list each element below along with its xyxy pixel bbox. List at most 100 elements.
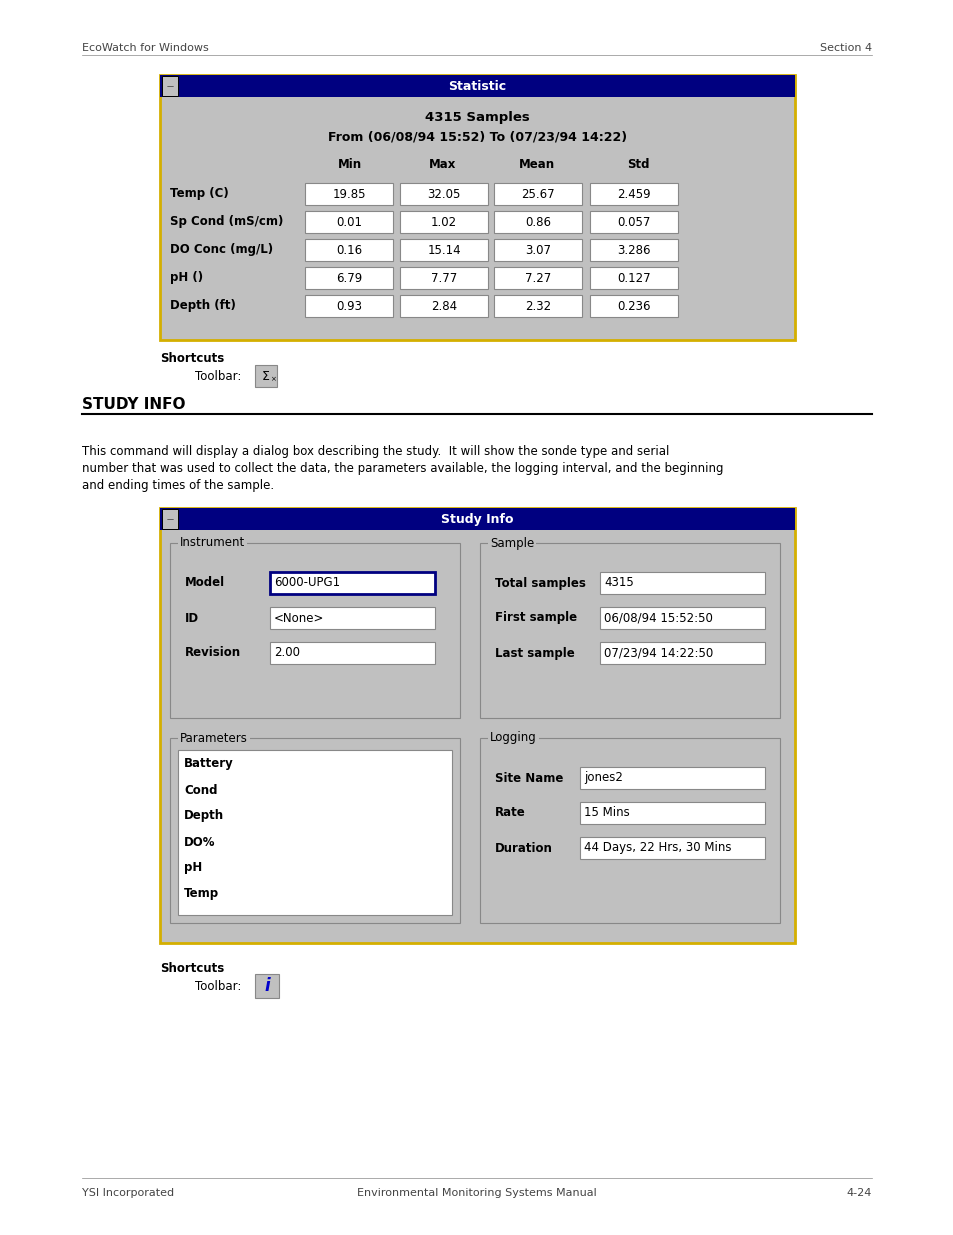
Bar [494, 240, 581, 261]
Text: 06/08/94 15:52:50: 06/08/94 15:52:50 [603, 611, 712, 625]
Bar [160, 508, 794, 944]
Text: 15 Mins: 15 Mins [583, 806, 629, 820]
Text: Logging: Logging [490, 731, 537, 745]
Text: 4315 Samples: 4315 Samples [425, 110, 529, 124]
Bar [599, 642, 764, 664]
Text: Σ: Σ [262, 369, 270, 383]
Text: 44 Days, 22 Hrs, 30 Mins: 44 Days, 22 Hrs, 30 Mins [583, 841, 731, 855]
Bar [160, 75, 794, 98]
Text: pH: pH [184, 862, 202, 874]
Text: Min: Min [337, 158, 362, 172]
Text: 3.07: 3.07 [524, 243, 551, 257]
Text: 0.16: 0.16 [335, 243, 362, 257]
Text: 2.459: 2.459 [617, 188, 650, 200]
Text: Instrument: Instrument [180, 536, 245, 550]
Bar [399, 183, 488, 205]
Text: Depth (ft): Depth (ft) [170, 300, 235, 312]
Text: pH (): pH () [170, 272, 203, 284]
Text: Study Info: Study Info [441, 513, 514, 526]
Text: From (06/08/94 15:52) To (07/23/94 14:22): From (06/08/94 15:52) To (07/23/94 14:22… [328, 131, 626, 143]
Bar [162, 77, 178, 96]
Text: Shortcuts: Shortcuts [160, 352, 224, 364]
Text: Mean: Mean [518, 158, 555, 172]
Bar [589, 240, 678, 261]
Bar [160, 508, 794, 530]
Bar [305, 295, 393, 317]
Bar [494, 183, 581, 205]
Text: Shortcuts: Shortcuts [160, 962, 224, 974]
Text: jones2: jones2 [583, 772, 622, 784]
Text: This command will display a dialog box describing the study.  It will show the s: This command will display a dialog box d… [82, 445, 669, 458]
Bar [579, 802, 764, 824]
Text: Sample: Sample [490, 536, 534, 550]
Bar [589, 267, 678, 289]
Text: Temp: Temp [184, 888, 219, 900]
Text: STUDY INFO: STUDY INFO [82, 396, 185, 412]
Bar [170, 543, 459, 718]
Text: number that was used to collect the data, the parameters available, the logging : number that was used to collect the data… [82, 462, 722, 475]
Bar [589, 211, 678, 233]
Text: 2.84: 2.84 [431, 300, 456, 312]
Bar [399, 295, 488, 317]
Bar [589, 183, 678, 205]
Bar [305, 267, 393, 289]
Text: ID: ID [185, 611, 199, 625]
Text: First sample: First sample [495, 611, 577, 625]
Text: 4315: 4315 [603, 577, 633, 589]
Text: DO%: DO% [184, 836, 215, 848]
Text: 07/23/94 14:22:50: 07/23/94 14:22:50 [603, 646, 713, 659]
Text: Toolbar:: Toolbar: [194, 979, 241, 993]
Text: Depth: Depth [184, 809, 224, 823]
Bar [599, 606, 764, 629]
Text: and ending times of the sample.: and ending times of the sample. [82, 479, 274, 492]
Bar [270, 606, 435, 629]
Text: YSI Incorporated: YSI Incorporated [82, 1188, 174, 1198]
Text: 6000-UPG1: 6000-UPG1 [274, 577, 340, 589]
Bar [399, 240, 488, 261]
Text: <None>: <None> [274, 611, 324, 625]
Text: 2.32: 2.32 [524, 300, 551, 312]
Text: Sp Cond (mS/cm): Sp Cond (mS/cm) [170, 215, 283, 228]
Bar [270, 642, 435, 664]
Text: 32.05: 32.05 [427, 188, 460, 200]
Bar [399, 267, 488, 289]
Bar [399, 211, 488, 233]
Bar [305, 211, 393, 233]
Bar [494, 295, 581, 317]
Text: 4-24: 4-24 [845, 1188, 871, 1198]
Bar [579, 837, 764, 860]
Text: Toolbar:: Toolbar: [194, 369, 241, 383]
Text: Total samples: Total samples [495, 577, 585, 589]
Text: 2.00: 2.00 [274, 646, 299, 659]
Text: Environmental Monitoring Systems Manual: Environmental Monitoring Systems Manual [356, 1188, 597, 1198]
Text: —: — [167, 83, 173, 89]
Text: 0.127: 0.127 [617, 272, 650, 284]
Text: 1.02: 1.02 [431, 215, 456, 228]
Text: 0.01: 0.01 [335, 215, 361, 228]
Bar [494, 211, 581, 233]
Text: 19.85: 19.85 [332, 188, 365, 200]
Text: 0.93: 0.93 [335, 300, 361, 312]
Text: EcoWatch for Windows: EcoWatch for Windows [82, 43, 209, 53]
Text: Statistic: Statistic [448, 79, 506, 93]
Bar [479, 543, 780, 718]
Bar [254, 366, 276, 387]
Text: 7.27: 7.27 [524, 272, 551, 284]
Bar [579, 767, 764, 789]
Bar [479, 739, 780, 923]
Text: Duration: Duration [495, 841, 553, 855]
Text: Temp (C): Temp (C) [170, 188, 229, 200]
Text: Last sample: Last sample [495, 646, 574, 659]
Bar [170, 739, 459, 923]
Text: Revision: Revision [185, 646, 241, 659]
Text: Site Name: Site Name [495, 772, 563, 784]
Text: Battery: Battery [184, 757, 233, 771]
Bar [305, 183, 393, 205]
Text: 6.79: 6.79 [335, 272, 362, 284]
Bar [599, 572, 764, 594]
Text: Section 4: Section 4 [819, 43, 871, 53]
Text: Parameters: Parameters [180, 731, 248, 745]
Bar [494, 267, 581, 289]
Text: DO Conc (mg/L): DO Conc (mg/L) [170, 243, 273, 257]
Bar [254, 974, 278, 998]
